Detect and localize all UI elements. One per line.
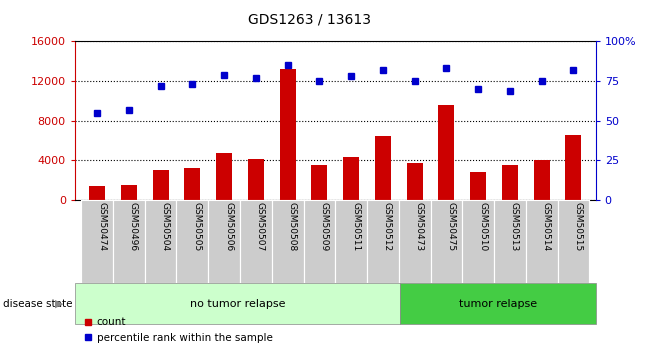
Text: disease state: disease state: [3, 299, 73, 308]
Bar: [121, 185, 137, 200]
Text: ▶: ▶: [55, 299, 64, 308]
Bar: [526, 200, 557, 283]
Bar: [208, 200, 240, 283]
Bar: [271, 200, 303, 283]
Text: GSM50473: GSM50473: [415, 202, 424, 251]
Bar: [184, 168, 201, 200]
Bar: [399, 200, 430, 283]
Bar: [470, 172, 486, 200]
Bar: [502, 165, 518, 200]
Text: no tumor relapse: no tumor relapse: [190, 299, 285, 308]
Text: GSM50510: GSM50510: [478, 202, 487, 251]
Text: GSM50507: GSM50507: [256, 202, 265, 251]
Bar: [89, 186, 105, 200]
Text: GSM50514: GSM50514: [542, 202, 551, 251]
Bar: [400, 283, 596, 324]
Text: GSM50505: GSM50505: [192, 202, 201, 251]
Bar: [335, 200, 367, 283]
Text: GSM50474: GSM50474: [97, 202, 106, 251]
Bar: [439, 105, 454, 200]
Bar: [407, 164, 422, 200]
Bar: [81, 200, 113, 283]
Bar: [566, 135, 581, 200]
Text: GSM50511: GSM50511: [351, 202, 360, 251]
Text: GSM50475: GSM50475: [447, 202, 456, 251]
Bar: [494, 200, 526, 283]
Text: GSM50515: GSM50515: [574, 202, 583, 251]
Bar: [430, 200, 462, 283]
Bar: [240, 200, 271, 283]
Text: GSM50504: GSM50504: [161, 202, 170, 251]
Text: GSM50513: GSM50513: [510, 202, 519, 251]
Text: GSM50508: GSM50508: [288, 202, 297, 251]
Text: GSM50506: GSM50506: [224, 202, 233, 251]
Bar: [280, 69, 296, 200]
Bar: [462, 200, 494, 283]
Bar: [153, 170, 169, 200]
Bar: [176, 200, 208, 283]
Bar: [113, 200, 145, 283]
Bar: [375, 136, 391, 200]
Bar: [303, 200, 335, 283]
Bar: [216, 154, 232, 200]
Bar: [248, 159, 264, 200]
Bar: [311, 165, 327, 200]
Bar: [343, 157, 359, 200]
Text: GSM50496: GSM50496: [129, 202, 138, 251]
Legend: count, percentile rank within the sample: count, percentile rank within the sample: [80, 313, 277, 345]
Text: tumor relapse: tumor relapse: [459, 299, 537, 308]
Bar: [557, 200, 589, 283]
Bar: [367, 200, 399, 283]
Text: GSM50509: GSM50509: [320, 202, 328, 251]
Bar: [534, 160, 549, 200]
Text: GDS1263 / 13613: GDS1263 / 13613: [248, 12, 370, 26]
Text: GSM50512: GSM50512: [383, 202, 392, 251]
Bar: [75, 283, 400, 324]
Bar: [145, 200, 176, 283]
